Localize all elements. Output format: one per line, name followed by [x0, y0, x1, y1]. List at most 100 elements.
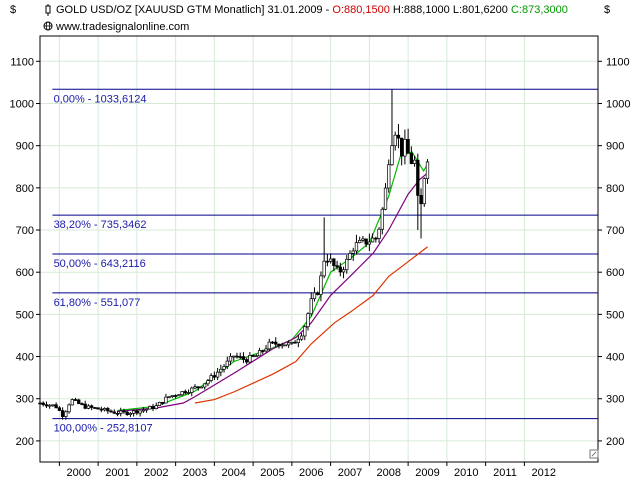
candle-body: [396, 134, 401, 139]
x-tick-label: 2001: [105, 467, 129, 479]
candle-body: [299, 335, 304, 340]
candle-body: [90, 405, 94, 408]
open-value: O:880,1500: [332, 4, 390, 16]
fib-level-label: 50,00% - 643,2116: [54, 258, 146, 270]
candle-body: [141, 409, 145, 412]
y-tick-label-right: 600: [606, 267, 624, 279]
candle-body: [209, 375, 213, 381]
y-tick-label-left: 400: [16, 352, 34, 364]
x-tick-label: 2002: [144, 467, 168, 479]
candle-body: [316, 292, 320, 295]
candle-body: [406, 138, 410, 154]
y-tick-label-right: 500: [606, 309, 624, 321]
candle-body: [283, 344, 288, 347]
date-stamp: 31.01.2009: [268, 4, 323, 16]
candle-body: [190, 387, 194, 393]
candle-body: [345, 258, 349, 271]
y-tick-label-right: 400: [606, 352, 624, 364]
candle-body: [157, 401, 162, 407]
candle-body: [164, 396, 168, 404]
candle-body: [206, 380, 210, 385]
candle-body: [274, 341, 278, 345]
candle-body: [409, 152, 414, 164]
candle-body: [125, 411, 129, 415]
candle-body: [93, 407, 97, 409]
candle-body: [115, 412, 120, 415]
candle-body: [319, 275, 323, 295]
candle-body: [73, 399, 78, 401]
source-url: www.tradesignalonline.com: [55, 21, 189, 33]
candle-body: [102, 408, 107, 411]
y-tick-label-left: 1100: [10, 56, 34, 68]
candle-body: [122, 410, 126, 413]
candle-body: [361, 238, 365, 241]
candle-body: [193, 386, 197, 389]
candle-body: [144, 408, 149, 411]
candle-body: [303, 326, 307, 337]
currency-label-left: $: [10, 4, 16, 16]
y-tick-label-right: 700: [606, 225, 624, 237]
candle-body: [351, 250, 355, 254]
candle-body: [367, 241, 372, 245]
candle-body: [338, 266, 342, 273]
candle-body: [57, 407, 62, 411]
candle-body: [332, 258, 336, 266]
y-tick-label-left: 600: [16, 267, 34, 279]
x-tick-label: 2012: [532, 467, 556, 479]
candle-body: [348, 253, 352, 260]
candle-body: [322, 260, 326, 277]
candle-body: [364, 238, 368, 245]
x-tick-label: 2004: [222, 467, 246, 479]
globe-icon: [43, 21, 53, 31]
grid: [40, 36, 598, 462]
candle-body: [235, 355, 239, 358]
candle-body: [358, 240, 362, 243]
y-tick-label-right: 900: [606, 141, 624, 153]
candle-body: [245, 359, 249, 363]
y-tick-label-left: 800: [16, 183, 34, 195]
candle-body: [54, 404, 58, 409]
candle-body: [86, 405, 91, 409]
candle-body: [106, 408, 110, 412]
fib-level-label: 0,00% - 1033,6124: [54, 93, 147, 105]
candle-body: [280, 344, 284, 347]
fib-level-label: 100,00% - 252,8107: [54, 423, 153, 435]
candle-body: [393, 134, 397, 147]
currency-label-right: $: [604, 4, 610, 16]
candle-body: [312, 292, 317, 300]
candle-body: [109, 410, 113, 413]
y-tick-label-right: 1000: [606, 98, 630, 110]
candle-body: [154, 405, 158, 409]
candle-body: [64, 411, 68, 417]
candle-body: [170, 395, 175, 397]
candlestick-icon: [45, 4, 51, 16]
candles: [38, 89, 430, 420]
y-tick-label-right: 800: [606, 183, 624, 195]
x-tick-label: 2011: [493, 467, 517, 479]
candle-body: [419, 195, 423, 205]
y-tick-label-left: 200: [16, 436, 34, 448]
candle-body: [290, 341, 294, 344]
y-tick-label-left: 700: [16, 225, 34, 237]
candle-body: [264, 348, 268, 352]
candle-body: [412, 159, 417, 164]
y-tick-label-right: 300: [606, 394, 624, 406]
candle-body: [99, 408, 104, 411]
candle-body: [416, 159, 420, 196]
high-value: H:888,1000: [393, 4, 450, 16]
x-tick-label: 2008: [377, 467, 401, 479]
plot-frame: [39, 35, 599, 463]
fibonacci-levels: 0,00% - 1033,6124 38,20% - 735,3462 50,00%…: [52, 88, 598, 435]
candle-body: [161, 401, 165, 404]
candle-body: [257, 350, 262, 357]
candle-body: [51, 404, 55, 407]
moving-average-line: [117, 172, 428, 412]
x-tick-label: 2005: [260, 467, 284, 479]
candle-body: [41, 402, 45, 406]
resize-grip-icon[interactable]: [589, 449, 599, 459]
candle-body: [173, 395, 178, 397]
candle-body: [306, 313, 310, 328]
candle-body: [270, 341, 275, 344]
